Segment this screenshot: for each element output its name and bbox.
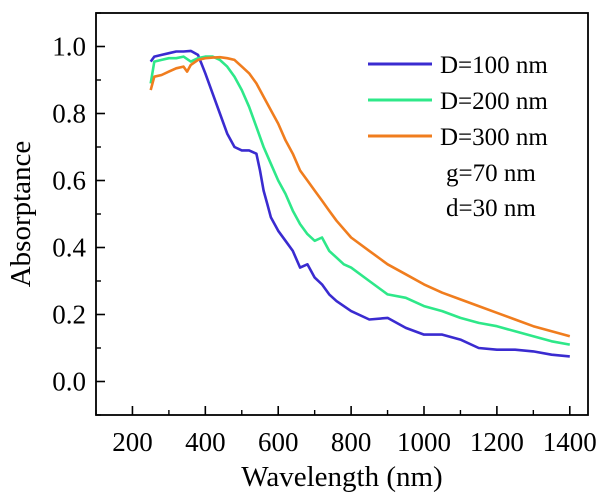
series-lines (149, 49, 571, 358)
y-tick-label: 0.0 (52, 367, 86, 397)
y-axis-title: Absorptance (5, 141, 37, 288)
y-tick-label: 0.8 (52, 99, 86, 129)
annotation-1: g=70 nm (446, 160, 536, 187)
annotation-2: d=30 nm (446, 195, 536, 222)
y-tick-label: 1.0 (52, 32, 86, 62)
series-line-3 (149, 55, 571, 338)
tick-labels: 200 400 600 800 1000 1200 1400 0.0 0.2 0.4 0.6 0.8 1… (52, 32, 597, 458)
x-tick-label: 400 (185, 427, 226, 457)
y-tick-label: 0.6 (52, 166, 86, 196)
y-tick-label: 0.2 (52, 300, 86, 330)
legend: D=100 nm D=200 nm D=300 nm (368, 52, 548, 151)
x-tick-label: 200 (112, 427, 153, 457)
axis-ticks (95, 12, 571, 416)
x-axis-title: Wavelength (nm) (241, 461, 442, 493)
legend-label-1: D=100 nm (440, 52, 548, 79)
x-tick-label: 1200 (470, 427, 524, 457)
x-tick-label: 600 (258, 427, 299, 457)
series-line-1 (149, 49, 570, 358)
x-tick-label: 800 (331, 427, 372, 457)
y-tick-label: 0.4 (52, 233, 86, 263)
series-line-2 (149, 55, 571, 346)
annotations: g=70 nm d=30 nm (446, 160, 536, 222)
x-tick-label: 1000 (397, 427, 451, 457)
x-tick-label: 1400 (543, 427, 597, 457)
legend-label-2: D=200 nm (440, 88, 548, 115)
legend-label-3: D=300 nm (440, 124, 548, 151)
